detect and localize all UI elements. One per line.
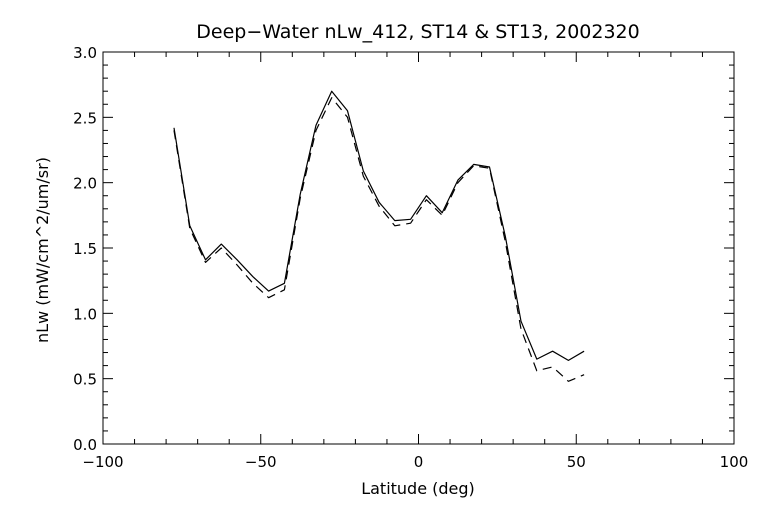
x-tick-label: 50 — [567, 453, 586, 471]
y-tick-label: 2.0 — [73, 175, 97, 193]
ticks — [102, 51, 735, 445]
series-line-solid — [173, 90, 585, 361]
series-lines — [173, 90, 585, 382]
y-tick-label: 3.0 — [73, 44, 97, 62]
y-tick-label: 1.5 — [73, 240, 97, 258]
x-axis-label: Latitude (deg) — [361, 479, 475, 498]
chart-title: Deep−Water nLw_412, ST14 & ST13, 2002320 — [196, 21, 640, 43]
x-tick-label: −50 — [245, 453, 277, 471]
series-line-dashed — [173, 97, 585, 382]
y-axis-label: nLw (mW/cm^2/um/sr) — [33, 157, 52, 343]
plot-frame — [102, 51, 735, 445]
x-tick-label: −100 — [82, 453, 123, 471]
y-tick-label: 1.0 — [73, 305, 97, 323]
x-tick-label: 0 — [414, 453, 424, 471]
y-tick-label: 0.0 — [73, 436, 97, 454]
y-tick-label: 0.5 — [73, 371, 97, 389]
x-tick-label: 100 — [720, 453, 749, 471]
y-tick-label: 2.5 — [73, 109, 97, 127]
tick-labels: −100 −50 0 50 100 0.0 0.5 1.0 1.5 2.0 2.5 3.0 — [73, 44, 748, 471]
axes — [102, 51, 735, 445]
